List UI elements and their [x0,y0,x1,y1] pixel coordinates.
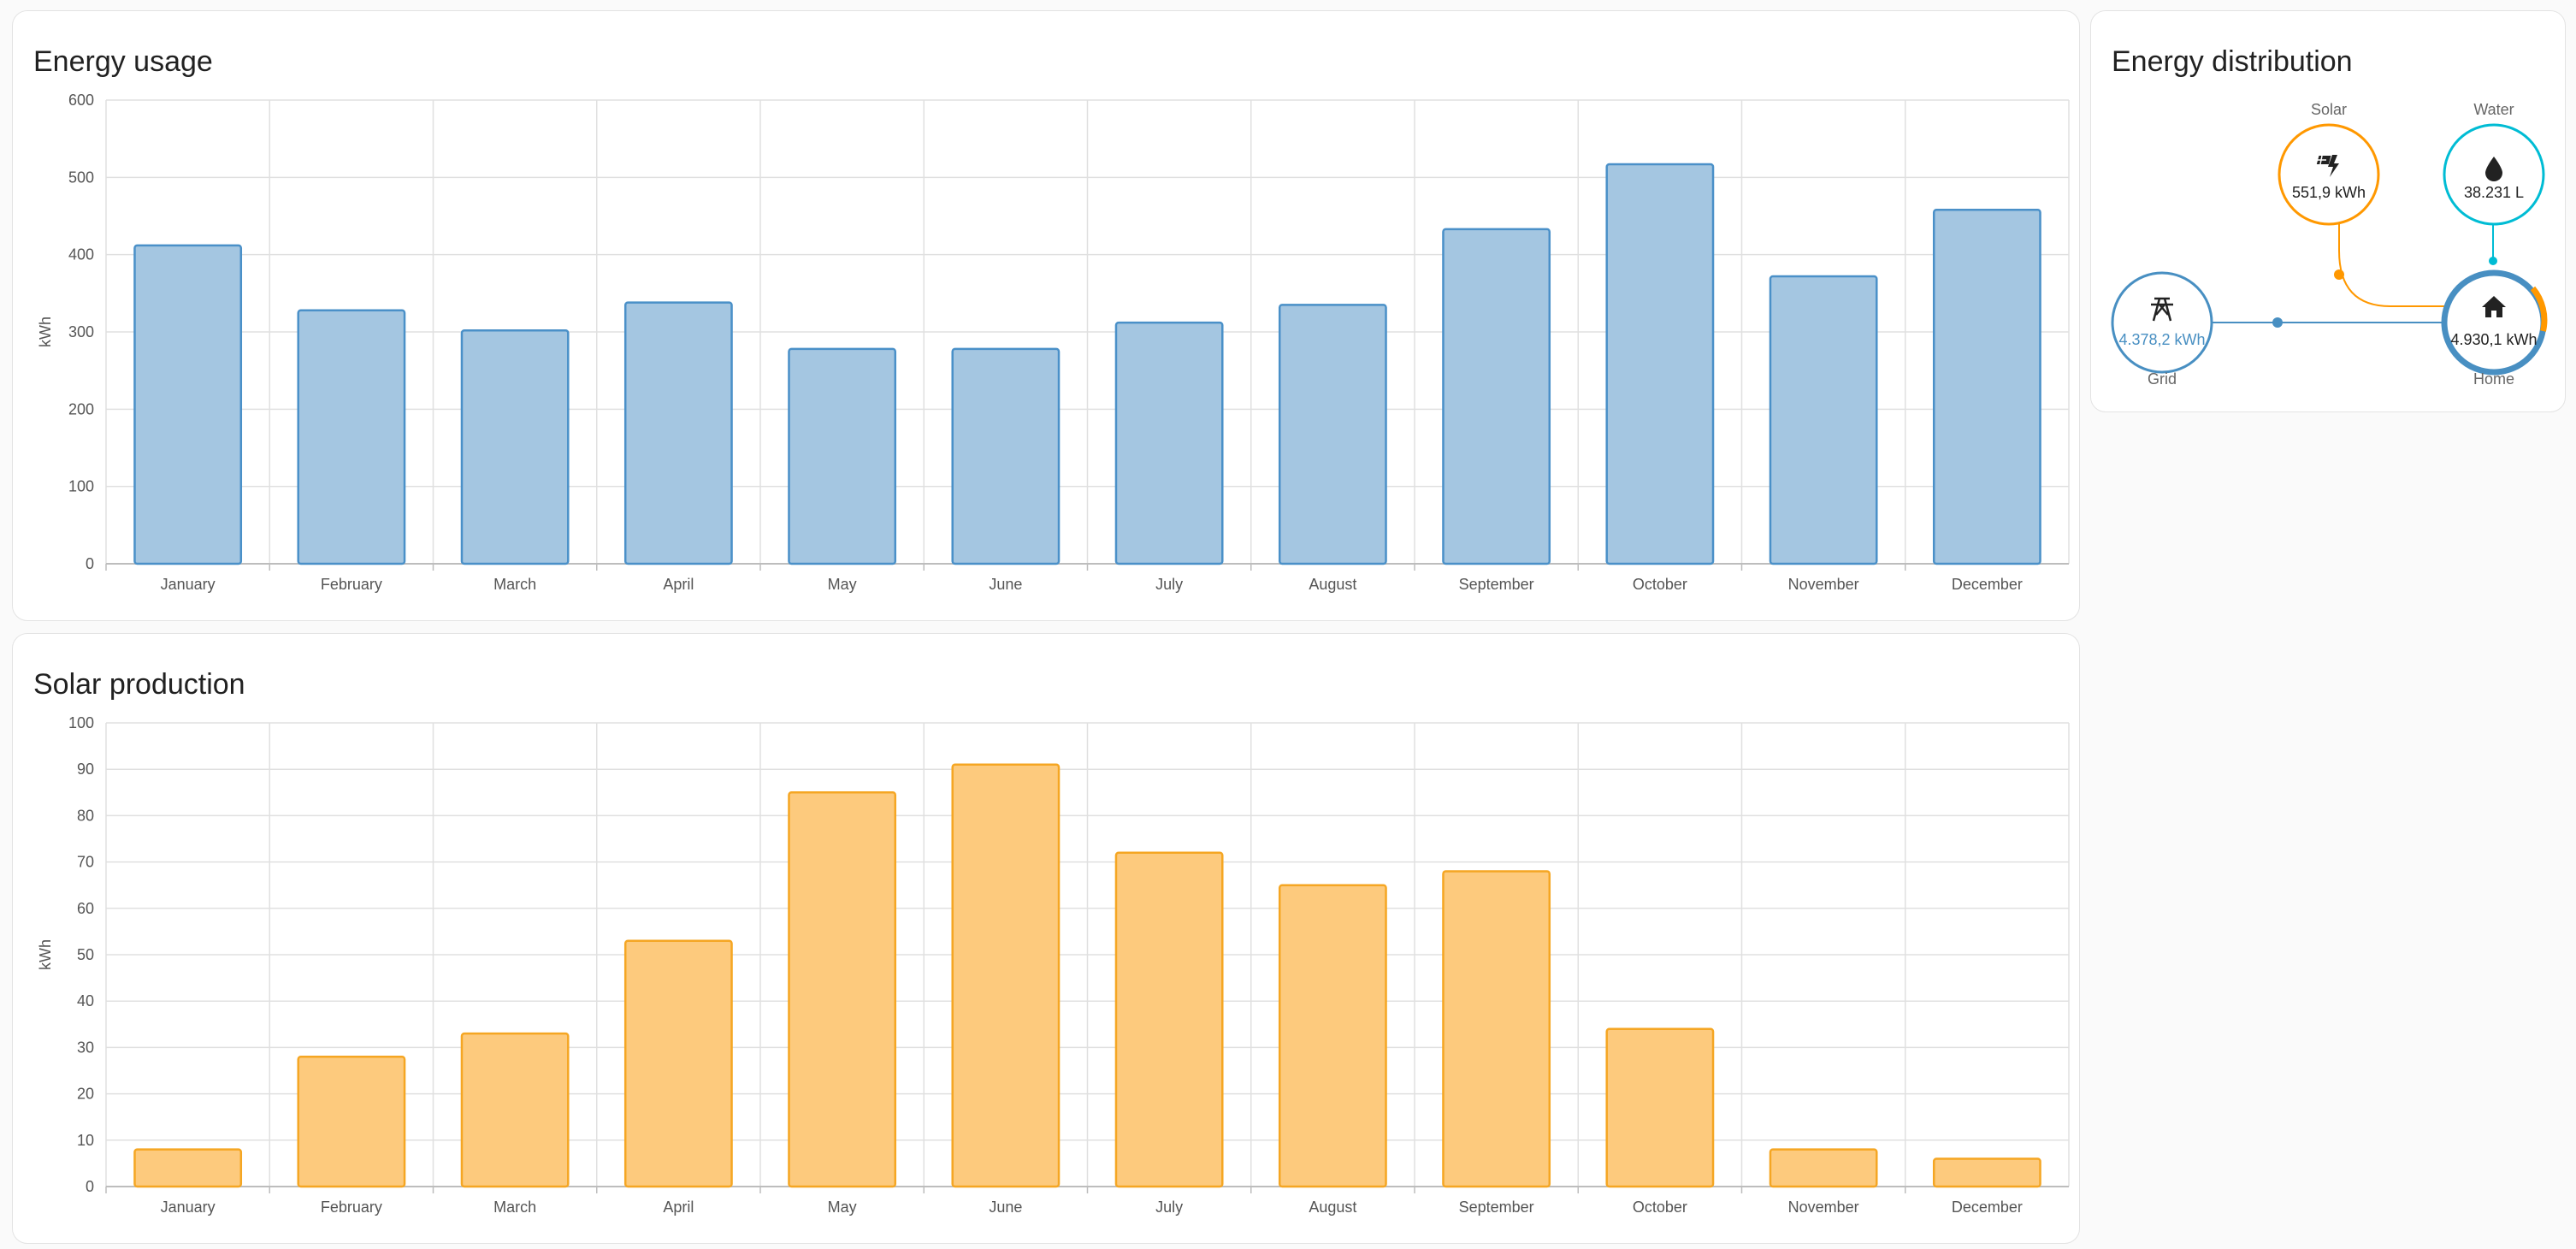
usage-xtick-label: April [663,576,694,593]
usage-bar-october [1605,163,1715,565]
solar-node[interactable]: Solar 551,9 kWh [2278,101,2380,226]
solar-ytick-label: 90 [77,761,94,778]
usage-xtick-label: January [161,576,216,593]
usage-bar-december [1932,209,2041,565]
solar-bar-december [1932,1157,2041,1188]
solar-xtick-label: May [828,1199,857,1216]
solar-ytick-label: 10 [77,1132,94,1149]
home-label: Home [2473,370,2514,388]
solar-bar-january [133,1148,243,1188]
solar-power-icon [2316,155,2339,177]
home-node[interactable]: 4.930,1 kWh Home [2441,269,2548,388]
usage-bar-july [1114,321,1224,565]
grid-node[interactable]: 4.378,2 kWh Grid [2111,271,2213,388]
usage-ytick-label: 100 [68,478,94,495]
usage-bar-march [460,329,570,565]
solar-bar-june [951,763,1061,1188]
solar-xtick-label: April [663,1199,694,1216]
usage-bar-june [951,347,1061,565]
home-value: 4.930,1 kWh [2450,331,2537,348]
water-label: Water [2473,101,2514,118]
usage-xtick-label: March [493,576,536,593]
usage-bar-august [1278,304,1387,565]
solar-production-title: Solar production [33,668,245,701]
usage-xtick-label: October [1633,576,1687,593]
solar-bar-march [460,1032,570,1188]
solar-xtick-label: August [1309,1199,1356,1216]
solar-ytick-label: 30 [77,1039,94,1056]
solar-xtick-label: October [1633,1199,1687,1216]
solar-xtick-label: March [493,1199,536,1216]
solar-xtick-label: November [1788,1199,1859,1216]
solar-xtick-label: July [1155,1199,1183,1216]
solar-ytick-label: 40 [77,992,94,1009]
home-solar-share-arc [2530,286,2548,332]
usage-xtick-label: August [1309,576,1356,593]
usage-xtick-label: December [1952,576,2023,593]
grid-flow-dot [2272,317,2283,328]
water-flow-dot [2489,257,2497,265]
home-icon [2482,296,2506,317]
usage-ytick-label: 600 [68,92,94,109]
solar-ytick-label: 50 [77,946,94,963]
usage-xtick-label: July [1155,576,1183,593]
energy-usage-title: Energy usage [33,45,213,78]
solar-bar-october [1605,1027,1715,1188]
usage-y-axis-label: kWh [37,317,54,347]
usage-bar-february [297,309,406,565]
grid-value: 4.378,2 kWh [2118,331,2205,348]
usage-ytick-label: 400 [68,246,94,263]
water-drop-icon [2485,157,2502,181]
solar-xtick-label: June [989,1199,1022,1216]
usage-ytick-label: 0 [86,555,94,572]
grid-label: Grid [2148,370,2177,388]
energy-usage-card: Energy usage 0 100 200 300 400 500 600 kWh Janua… [12,10,2080,621]
usage-bar-november [1769,275,1878,565]
usage-ytick-label: 200 [68,400,94,417]
solar-y-axis-label: kWh [37,939,54,970]
usage-xtick-label: September [1459,576,1534,593]
usage-ytick-label: 300 [68,323,94,340]
solar-bar-july [1114,851,1224,1188]
solar-flow-dot [2334,269,2344,280]
solar-xtick-label: September [1459,1199,1534,1216]
solar-bar-may [788,791,897,1188]
solar-ytick-label: 70 [77,854,94,871]
solar-to-home-flow [2338,165,2450,307]
solar-label: Solar [2311,101,2347,118]
solar-production-card: Solar production 0 10 20 30 40 50 60 70 80 90 100 k… [12,633,2080,1244]
solar-xtick-label: January [161,1199,216,1216]
solar-bar-november [1769,1148,1878,1188]
solar-ytick-label: 100 [68,714,94,731]
usage-bar-september [1442,228,1551,565]
solar-bar-april [623,939,733,1188]
water-node[interactable]: Water 38.231 L [2443,101,2545,226]
water-value: 38.231 L [2464,184,2524,201]
solar-bar-august [1278,884,1387,1188]
usage-bar-april [623,301,733,565]
usage-xtick-label: February [321,576,382,593]
usage-ytick-label: 500 [68,169,94,186]
solar-value: 551,9 kWh [2292,184,2366,201]
usage-xtick-label: May [828,576,857,593]
energy-distribution-card: Energy distribution Solar 551,9 kWh Wate… [2090,10,2566,412]
solar-ytick-label: 0 [86,1178,94,1195]
energy-distribution-title: Energy distribution [2112,45,2353,78]
usage-xtick-label: June [989,576,1022,593]
solar-production-chart: 0 10 20 30 40 50 60 70 80 90 100 kWh January February… [37,714,2070,1216]
solar-bar-september [1442,870,1551,1188]
energy-usage-chart: 0 100 200 300 400 500 600 kWh January February Mar… [37,92,2070,593]
solar-ytick-label: 60 [77,900,94,917]
solar-xtick-label: February [321,1199,382,1216]
solar-ytick-label: 80 [77,807,94,824]
solar-ytick-label: 20 [77,1086,94,1103]
usage-xtick-label: November [1788,576,1859,593]
solar-bar-february [297,1055,406,1188]
energy-distribution-diagram: Solar 551,9 kWh Water 38.231 L [2111,101,2548,388]
usage-bar-january [133,244,243,565]
transmission-tower-icon [2151,297,2173,322]
solar-xtick-label: December [1952,1199,2023,1216]
usage-bar-may [788,347,897,565]
